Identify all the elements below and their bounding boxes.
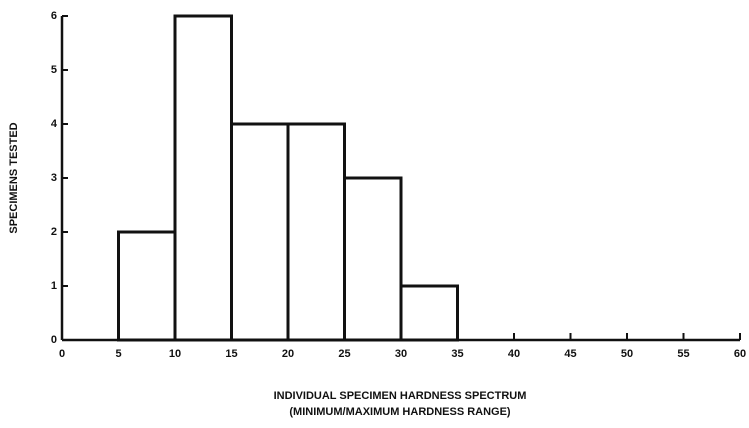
x-axis-label: (MINIMUM/MAXIMUM HARDNESS RANGE) (289, 406, 511, 418)
bar (173, 14, 233, 342)
y-tick-label: 2 (51, 226, 57, 238)
x-tick-label: 45 (564, 348, 576, 360)
x-tick-label: 20 (282, 348, 294, 360)
x-tick-label: 55 (677, 348, 689, 360)
y-tick-label: 3 (51, 172, 57, 184)
x-tick-label: 50 (621, 348, 633, 360)
bar (286, 122, 346, 342)
y-tick-label: 5 (51, 64, 57, 76)
y-tick-label: 6 (51, 10, 57, 22)
x-tick-label: 35 (451, 348, 463, 360)
x-tick-label: 15 (225, 348, 237, 360)
y-tick-label: 1 (51, 280, 57, 292)
x-tick-label: 5 (115, 348, 121, 360)
y-tick-label: 0 (51, 334, 57, 346)
x-tick-label: 30 (395, 348, 407, 360)
bar (399, 284, 459, 342)
x-tick-label: 25 (338, 348, 350, 360)
x-tick-label: 40 (508, 348, 520, 360)
bar (230, 122, 290, 342)
x-tick-label: 10 (169, 348, 181, 360)
x-tick-label: 0 (59, 348, 65, 360)
bar (117, 230, 177, 342)
y-axis-label: SPECIMENS TESTED (8, 122, 20, 233)
x-tick-label: 60 (734, 348, 746, 360)
x-axis-label: INDIVIDUAL SPECIMEN HARDNESS SPECTRUM (274, 390, 527, 402)
bar (343, 176, 403, 342)
y-tick-label: 4 (51, 118, 58, 130)
